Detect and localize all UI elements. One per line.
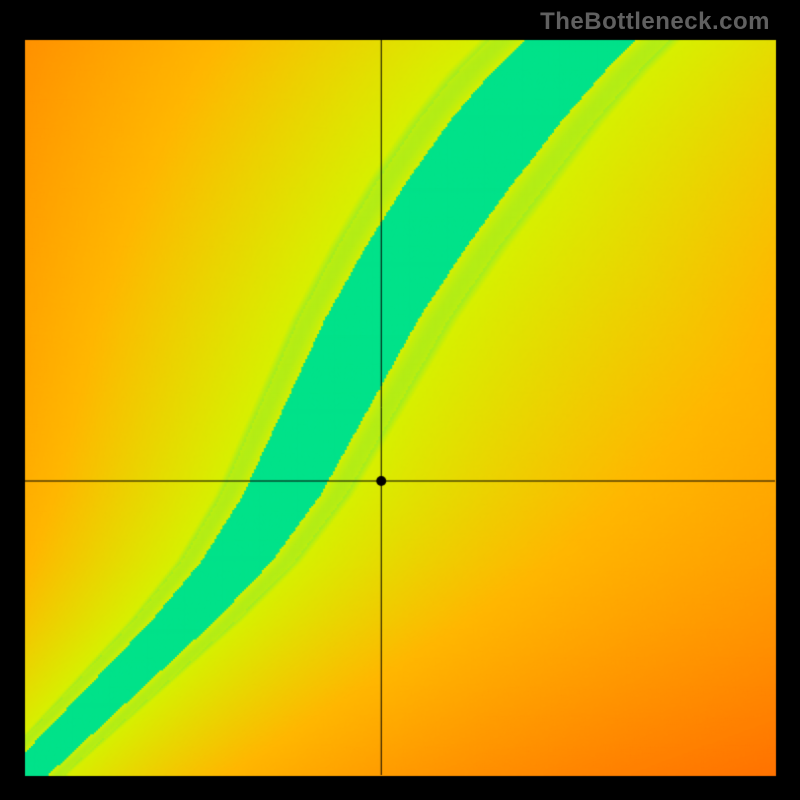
bottleneck-heatmap-canvas <box>0 0 800 800</box>
watermark-text: TheBottleneck.com <box>540 8 770 36</box>
chart-container: TheBottleneck.com <box>0 0 800 800</box>
